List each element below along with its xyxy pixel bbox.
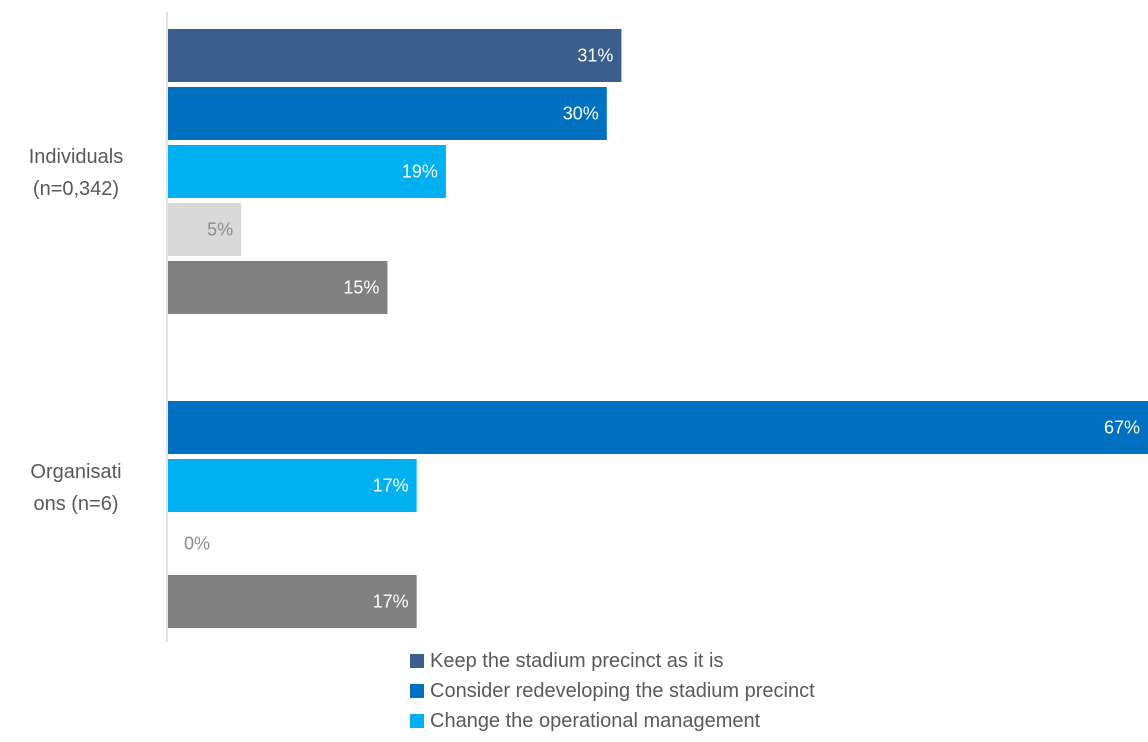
category-label-1-line-0: Organisati <box>30 461 121 483</box>
legend-label-0: Keep the stadium precinct as it is <box>430 649 724 672</box>
value-label-c0-s2: 19% <box>402 162 438 182</box>
legend-swatch-1 <box>410 684 424 698</box>
bar-c1-s4 <box>168 575 417 628</box>
value-label-c0-s3: 5% <box>207 220 233 240</box>
value-label-c1-s4: 17% <box>373 592 409 612</box>
value-label-c1-s3: 0% <box>184 534 210 554</box>
legend: Keep the stadium precinct as it is Consid… <box>410 646 815 736</box>
value-label-c0-s4: 15% <box>343 278 379 298</box>
category-label-0-line-0: Individuals <box>29 146 124 168</box>
bar-c0-s3 <box>168 203 242 256</box>
value-label-c0-s1: 30% <box>563 104 599 124</box>
bar-c0-s4 <box>168 261 388 314</box>
bar-c0-s0 <box>168 29 622 82</box>
category-label-1-line-1: ons (n=6) <box>33 493 118 515</box>
bar-c0-s2 <box>168 145 446 198</box>
legend-swatch-2 <box>410 714 424 728</box>
value-label-c0-s0: 31% <box>577 46 613 66</box>
legend-item-1: Consider redeveloping the stadium precin… <box>410 676 815 706</box>
value-label-c1-s1: 67% <box>1104 418 1140 438</box>
category-label-0-line-1: (n=0,342) <box>33 178 119 200</box>
legend-label-1: Consider redeveloping the stadium precin… <box>430 679 815 702</box>
legend-item-2: Change the operational management <box>410 706 815 736</box>
legend-item-0: Keep the stadium precinct as it is <box>410 646 815 676</box>
bar-c0-s1 <box>168 87 607 140</box>
legend-swatch-0 <box>410 654 424 668</box>
bar-c1-s1 <box>168 401 1148 454</box>
bar-c1-s2 <box>168 459 417 512</box>
value-label-c1-s2: 17% <box>373 476 409 496</box>
legend-label-2: Change the operational management <box>430 709 761 732</box>
